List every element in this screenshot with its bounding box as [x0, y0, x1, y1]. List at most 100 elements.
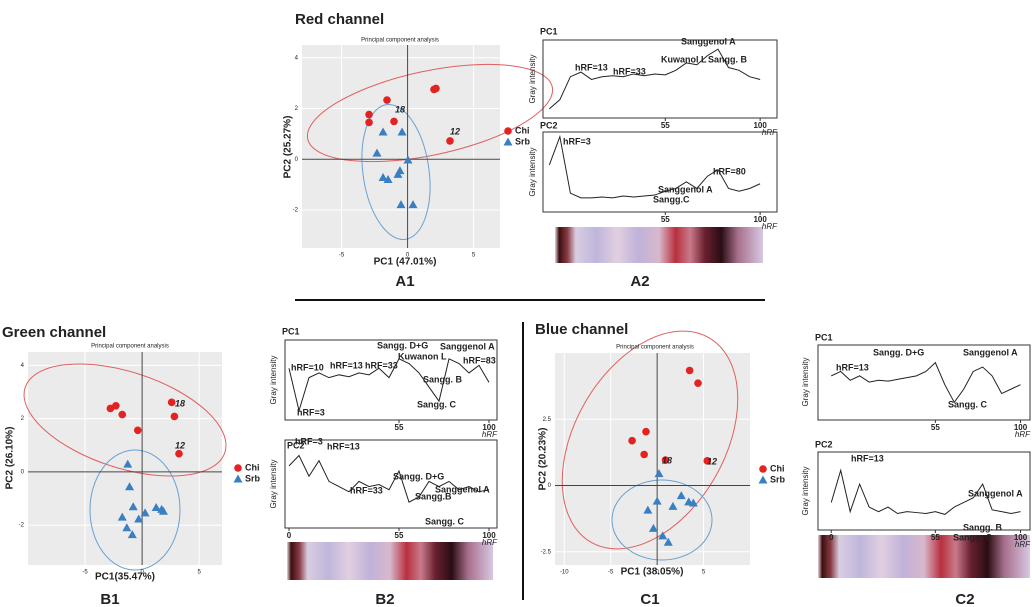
- plot-background: [28, 352, 222, 565]
- point: [694, 379, 702, 387]
- point: [365, 111, 373, 119]
- annotation: Kuwanon L: [398, 351, 447, 361]
- y-tick-label: 2: [295, 106, 299, 112]
- y-axis-label: PC2 (26.10%): [5, 427, 16, 490]
- x-axis-label: hRF: [762, 222, 778, 231]
- legend-marker: [504, 127, 512, 135]
- chart-subtitle: Principal component analysis: [616, 345, 694, 351]
- point: [383, 96, 391, 104]
- x-tick-label: 55: [395, 423, 404, 432]
- annotation: Sanggenol A: [658, 184, 713, 194]
- y-axis-label: Gray intensity: [801, 467, 810, 516]
- chart-title: PC1: [540, 26, 558, 36]
- legend-label: Chi: [245, 462, 260, 472]
- annotation: hRF=80: [713, 166, 746, 176]
- chart-title: Green channel: [2, 324, 106, 341]
- y-tick-label: -2.5: [541, 549, 552, 555]
- chart-title: PC2: [815, 439, 833, 449]
- x-tick-label: 55: [661, 121, 670, 130]
- x-tick-label: 55: [931, 423, 940, 432]
- x-axis-label: PC1 (47.01%): [374, 257, 437, 268]
- annotation: hRF=13: [327, 441, 360, 451]
- annotation: Sangg. B: [708, 54, 748, 64]
- x-axis-label: hRF: [482, 538, 498, 547]
- annotation: Sangg. C: [417, 399, 457, 409]
- x-tick-label: -5: [339, 253, 345, 259]
- chart-title: PC1: [282, 326, 300, 336]
- panel-label: B2: [375, 591, 394, 607]
- panel-label: A2: [630, 273, 649, 290]
- annotation: hRF=3: [295, 436, 323, 446]
- annotation: Sangg. C: [425, 516, 465, 526]
- x-tick-label: 0: [829, 533, 834, 542]
- point: [134, 426, 142, 434]
- x-tick-label: 5: [702, 570, 706, 576]
- point: [642, 428, 650, 436]
- annotation: hRF=13: [330, 360, 363, 370]
- x-tick-label: -5: [608, 570, 614, 576]
- y-axis-label: Gray intensity: [269, 356, 278, 405]
- legend-marker: [759, 465, 767, 473]
- annotation: 12: [175, 440, 185, 450]
- chart-title: PC1: [815, 332, 833, 342]
- annotation: hRF=33: [365, 360, 398, 370]
- plot-background: [555, 353, 750, 565]
- chart-title: Red channel: [295, 11, 384, 28]
- chart-title: Blue channel: [535, 321, 628, 338]
- plot-frame: [543, 40, 777, 118]
- y-tick-label: 0: [295, 157, 299, 163]
- tlc-plate: [555, 227, 763, 263]
- chart-subtitle: Principal component analysis: [91, 344, 169, 350]
- annotation: Kuwanol L: [661, 54, 707, 64]
- annotation: hRF=13: [836, 362, 869, 372]
- annotation: Sanggenol A: [963, 347, 1018, 357]
- point: [640, 451, 648, 459]
- annotation: 12: [707, 456, 717, 466]
- point: [365, 119, 373, 127]
- point: [171, 413, 179, 421]
- y-tick-label: -2: [293, 208, 299, 214]
- point: [112, 402, 120, 410]
- annotation: Sangg. D+G: [377, 340, 428, 350]
- point: [175, 450, 183, 458]
- annotation: hRF=13: [851, 453, 884, 463]
- x-tick-label: 5: [198, 570, 202, 576]
- legend-label: Srb: [245, 473, 261, 483]
- x-tick-label: 55: [395, 531, 404, 540]
- legend-marker: [759, 476, 768, 484]
- legend-label: Chi: [515, 125, 530, 135]
- annotation: Sangg. B: [423, 374, 463, 384]
- panel-label: B1: [100, 591, 119, 607]
- legend-label: Srb: [515, 136, 531, 146]
- point: [628, 437, 636, 445]
- y-axis-label: Gray intensity: [269, 460, 278, 509]
- annotation: 18: [175, 398, 185, 408]
- densitogram-line: [289, 456, 489, 503]
- annotation: Sangg. C: [948, 399, 988, 409]
- legend-label: Srb: [770, 474, 786, 484]
- annotation: hRF=3: [563, 136, 591, 146]
- figure: Red channel Principal component analysis -…: [0, 0, 1032, 607]
- annotation: Sangg. D+G: [873, 347, 924, 357]
- y-axis-label: PC2 (20.23%): [538, 428, 549, 491]
- annotation: Sanggenol A: [968, 488, 1023, 498]
- y-axis-label: Gray intensity: [528, 55, 537, 104]
- chart-title: PC2: [540, 120, 558, 130]
- x-axis-label: hRF: [762, 128, 778, 137]
- x-tick-label: 0: [287, 531, 292, 540]
- legend-marker: [234, 464, 242, 472]
- chart-subtitle: Principal component analysis: [361, 38, 439, 44]
- x-axis-label: hRF: [482, 430, 498, 439]
- x-tick-label: -5: [82, 570, 88, 576]
- tlc-plate: [818, 535, 1030, 578]
- y-axis-label: Gray intensity: [801, 358, 810, 407]
- panel-label: C2: [955, 591, 974, 607]
- annotation: Sangg.C: [653, 194, 690, 204]
- y-axis-label: Gray intensity: [528, 148, 537, 197]
- point: [446, 137, 454, 145]
- panel-label: A1: [395, 273, 414, 290]
- legend-label: Chi: [770, 463, 785, 473]
- x-axis-label: PC1 (38.05%): [621, 567, 684, 578]
- annotation: 18: [662, 455, 672, 465]
- panel-label: C1: [640, 591, 659, 607]
